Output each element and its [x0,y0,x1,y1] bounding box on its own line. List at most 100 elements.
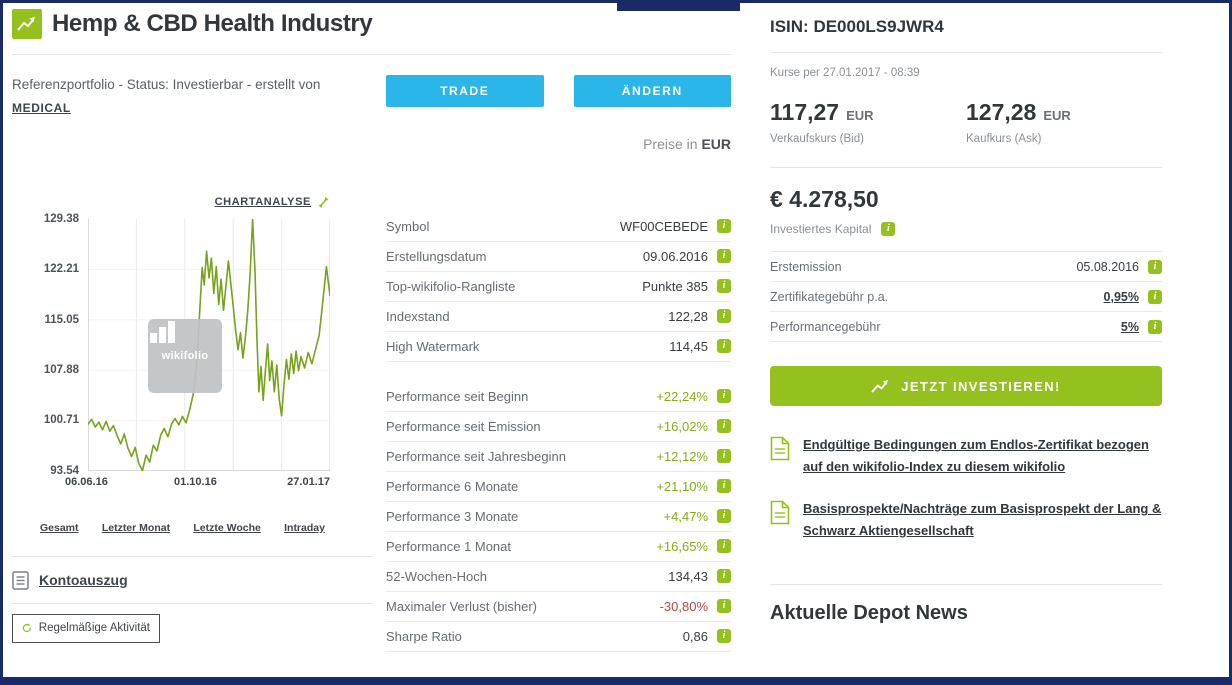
stat-label: Performance 1 Monat [386,538,512,554]
stats-table: Symbol WF00CEBEDE i Erstellungsdatum 09.06.2… [386,212,731,652]
price-note-currency: EUR [701,135,731,152]
stat-value: 122,28 [668,308,708,324]
info-icon[interactable]: i [717,419,731,434]
bid-currency: EUR [846,108,874,123]
wikifolio-chart-icon [12,9,42,39]
aendern-button[interactable]: ÄNDERN [573,75,731,107]
info-icon[interactable]: i [717,249,731,264]
table-row: Maximaler Verlust (bisher) -30,80% i [386,592,731,622]
header-divider [12,54,731,55]
document-link-text[interactable]: Basisprospekte/Nachträge zum Basisprospe… [803,501,1162,539]
document-link[interactable]: Endgültige Bedingungen zum Endlos-Zertif… [770,434,1162,478]
stat-value: WF00CEBEDE [619,218,708,234]
invest-chart-icon [871,379,889,393]
info-icon[interactable]: i [881,222,896,236]
range-tab[interactable]: Letzte Woche [193,521,261,534]
document-links: Endgültige Bedingungen zum Endlos-Zertif… [770,434,1162,542]
status-line: Referenzportfolio - Status: Investierbar… [12,77,321,92]
document-link[interactable]: Basisprospekte/Nachträge zum Basisprospe… [770,498,1162,542]
stat-label: Erstellungsdatum [386,248,487,264]
bid-quote: 117,27 EUR Verkaufskurs (Bid) [770,99,966,145]
stat-value: -30,80% [659,598,708,614]
range-tab[interactable]: Letzter Monat [101,521,171,534]
creator-link[interactable]: MEDICAL [12,100,71,115]
info-icon[interactable]: i [717,389,731,404]
table-row: Performance seit Emission +16,02% i [386,412,731,442]
stat-label: Indexstand [386,308,450,324]
detail-value[interactable]: 5% [1120,319,1139,334]
info-icon[interactable]: i [717,339,731,354]
info-icon[interactable]: i [717,219,731,234]
table-row: Sharpe Ratio 0,86 i [386,622,731,652]
chart-x-axis: 06.06.16 01.10.16 27.01.17 [12,476,372,494]
trade-button[interactable]: TRADE [386,75,544,107]
page-header: Hemp & CBD Health Industry [12,9,731,39]
range-tabs: Gesamt Letzter Monat Letzte Woche Intraday [40,522,325,534]
detail-rows: Erstemission 05.08.2016 i Zertifikategebühr… [770,252,1162,342]
expand-chart-icon [318,196,329,209]
detail-value[interactable]: 0,95% [1103,289,1139,304]
chart-plot-area: wikifolio [88,218,330,471]
range-tab[interactable]: Gesamt [40,521,79,534]
chart-y-axis: 129.38 122.21 115.05 107.88 100.71 93.54 [12,213,88,477]
x-axis-label: 01.10.16 [174,475,217,488]
table-row: Performance seit Beginn +22,24% i [386,382,731,412]
isin-divider [770,52,1162,53]
ask-quote: 127,28 EUR Kaufkurs (Ask) [966,99,1162,145]
info-icon[interactable]: i [1148,319,1162,334]
price-chart-svg [88,218,330,471]
quote-timestamp: Kurse per 27.01.2017 - 08:39 [770,67,920,79]
detail-value: 05.08.2016 [1076,259,1139,274]
detail-label: Performancegebühr [770,319,881,334]
table-spacer [386,362,731,382]
info-icon[interactable]: i [717,479,731,494]
invested-capital-row: Investiertes Kapital i [770,222,1162,236]
watermark-bars-icon [150,320,175,343]
regular-activity-badge[interactable]: Regelmäßige Aktivität [12,613,160,643]
info-icon[interactable]: i [717,599,731,614]
table-row: Symbol WF00CEBEDE i [386,212,731,242]
document-link-text[interactable]: Endgültige Bedingungen zum Endlos-Zertif… [803,437,1149,475]
kontoauszug-link[interactable]: Kontoauszug [12,571,372,590]
ask-currency: EUR [1043,108,1071,123]
info-icon[interactable]: i [717,509,731,524]
y-axis-label: 115.05 [44,313,79,326]
info-icon[interactable]: i [1148,289,1162,304]
invest-now-label: JETZT INVESTIEREN! [901,378,1061,394]
table-row: Indexstand 122,28 i [386,302,731,332]
top-accent-bar [617,3,740,11]
info-icon[interactable]: i [717,539,731,554]
info-icon[interactable]: i [717,449,731,464]
depot-news-heading: Aktuelle Depot News [770,602,968,625]
detail-label: Zertifikategebühr p.a. [770,289,889,304]
table-row: High Watermark 114,45 i [386,332,731,362]
info-icon[interactable]: i [717,629,731,644]
price-note-prefix: Preise in [643,135,698,152]
table-row: Performance 6 Monate +21,10% i [386,472,731,502]
range-tab[interactable]: Intraday [284,521,325,534]
kontoauszug-divider [12,602,372,604]
bid-label: Verkaufskurs (Bid) [770,133,864,145]
invest-now-button[interactable]: JETZT INVESTIEREN! [770,366,1162,406]
stat-value: 114,45 [669,338,708,354]
stat-label: Performance seit Beginn [386,388,529,404]
info-icon[interactable]: i [717,309,731,324]
info-icon[interactable]: i [717,279,731,294]
x-axis-label: 06.06.16 [65,475,108,488]
stat-value: +4,47% [663,508,708,524]
page-title: Hemp & CBD Health Industry [52,10,373,37]
activity-refresh-icon [22,623,32,633]
kontoauszug-label: Kontoauszug [39,572,128,589]
y-axis-label: 129.38 [43,212,79,225]
chartanalyse-link[interactable]: CHARTANALYSE [12,196,330,209]
stat-value: +21,10% [656,478,708,494]
status-text: Referenzportfolio - Status: Investierbar… [12,75,386,119]
stat-label: Performance seit Jahresbeginn [386,448,566,464]
stat-label: Performance seit Emission [386,418,541,434]
detail-label: Erstemission [770,259,842,274]
info-icon[interactable]: i [1148,259,1162,274]
info-icon[interactable]: i [717,569,731,584]
isin-heading: ISIN: DE000LS9JWR4 [770,17,944,36]
stat-value: +16,65% [656,538,708,554]
table-row: Performance 3 Monate +4,47% i [386,502,731,532]
